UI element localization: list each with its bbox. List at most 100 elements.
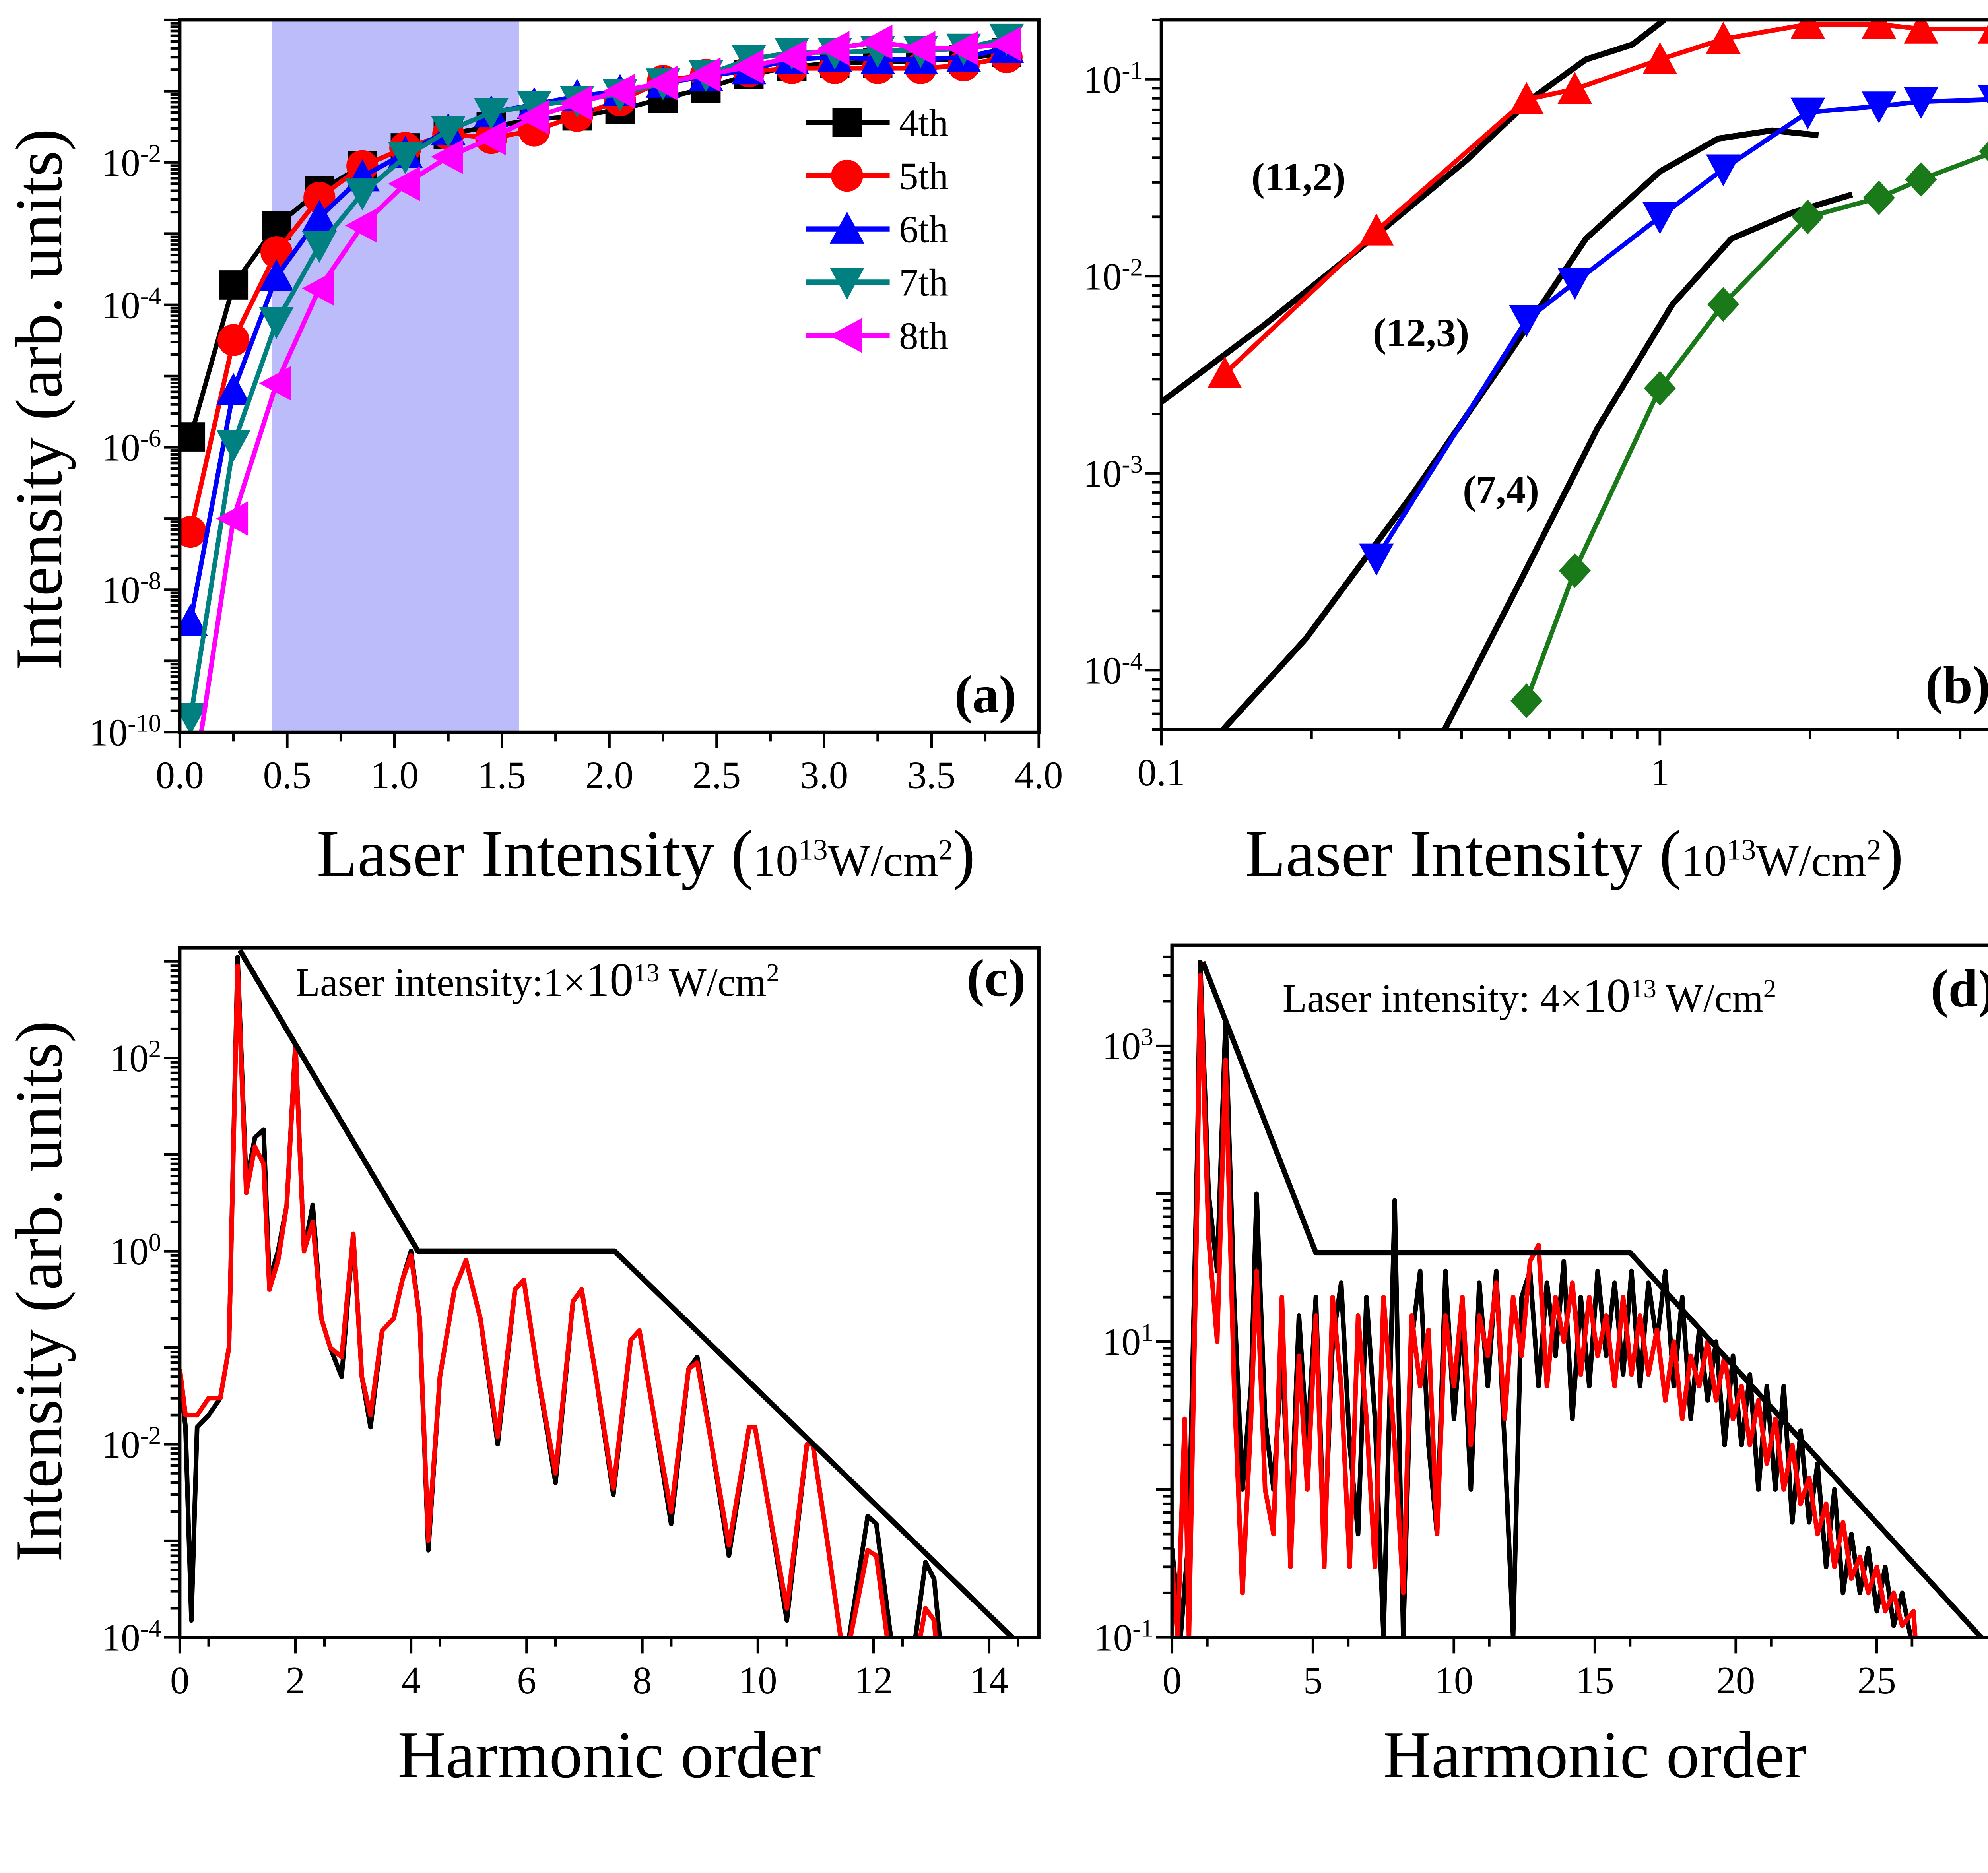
data-point xyxy=(1557,268,1592,300)
annotation-times: × xyxy=(1560,976,1582,1020)
y-tick-label: 10-4 xyxy=(102,282,161,327)
y-tick-exponent: -4 xyxy=(1122,648,1143,675)
data-point xyxy=(345,208,377,243)
y-tick-label: 10-8 xyxy=(102,567,161,612)
x-tick-label: 0.1 xyxy=(1137,751,1185,794)
y-tick-exponent: -4 xyxy=(140,1615,161,1642)
data-point xyxy=(1862,91,1897,124)
y-tick-base: 10 xyxy=(1083,650,1122,692)
data-point xyxy=(1644,371,1676,406)
data-point xyxy=(989,27,1021,62)
data-point xyxy=(217,324,250,356)
legend-label: 8th xyxy=(899,314,948,357)
data-point xyxy=(345,178,380,211)
x-axis-unit-text: W/cm xyxy=(1756,836,1866,886)
data-point xyxy=(559,85,592,120)
channel-label: (11,2) xyxy=(1251,155,1345,199)
x-tick-label: 0 xyxy=(170,1659,190,1702)
legend-marker xyxy=(831,159,863,192)
x-axis-title: Laser Intensity (1013W/cm2) xyxy=(1245,817,1903,891)
spectrum-line-model xyxy=(1172,973,1918,1638)
y-tick-base: 10 xyxy=(1083,58,1122,101)
series-markers xyxy=(1359,85,1988,576)
legend-label: 4th xyxy=(899,102,948,145)
x-axis-unit-base: 10 xyxy=(753,836,798,886)
y-tick-exponent: -3 xyxy=(1122,450,1143,478)
data-point xyxy=(1707,287,1740,322)
data-point xyxy=(180,422,206,452)
y-tick-base: 10 xyxy=(102,1423,140,1466)
data-point xyxy=(1792,200,1824,235)
legend-marker xyxy=(829,211,864,244)
data-point xyxy=(1359,213,1394,246)
y-tick-exponent: -2 xyxy=(140,140,161,167)
x-axis-title-close: ) xyxy=(953,817,975,891)
y-tick-label: 10-3 xyxy=(1083,450,1143,495)
y-tick-exponent: 2 xyxy=(149,1035,161,1063)
plot-frame xyxy=(1170,943,1988,1639)
legend-label: 6th xyxy=(899,208,948,251)
data-point xyxy=(860,25,893,60)
y-tick-label: 10-4 xyxy=(1083,648,1143,692)
x-tick-label: 0.0 xyxy=(155,754,204,797)
y-tick-base: 10 xyxy=(102,284,140,327)
data-point xyxy=(775,40,807,75)
x-tick-label: 0.5 xyxy=(263,754,311,797)
y-tick-exponent: -6 xyxy=(140,425,161,452)
series-markers xyxy=(1510,142,1988,718)
annotation-times: × xyxy=(563,960,586,1004)
annotation-unit-exponent: 2 xyxy=(1763,975,1776,1003)
x-tick-label: 4.0 xyxy=(1015,754,1063,797)
data-point xyxy=(260,236,293,268)
y-tick-label: 10-1 xyxy=(1094,1615,1153,1660)
x-tick-label: 1.5 xyxy=(478,754,526,797)
panel-label: (a) xyxy=(955,665,1017,724)
data-point xyxy=(1509,305,1544,337)
annotation-exponent: 13 xyxy=(1631,975,1656,1003)
y-axis-title: Intensity (arb. units) xyxy=(2,1020,76,1562)
annotation-base: 10 xyxy=(1582,969,1631,1022)
spectrum-line-model xyxy=(180,963,938,1638)
data-point xyxy=(516,91,551,123)
x-tick-label: 8 xyxy=(633,1659,652,1702)
x-tick-label: 2.0 xyxy=(585,754,633,797)
y-tick-exponent: 1 xyxy=(1141,1319,1153,1347)
data-point xyxy=(303,182,336,214)
series-(7,4) xyxy=(1510,142,1988,718)
data-point xyxy=(1642,202,1677,235)
theory-curve xyxy=(1221,127,1819,730)
series-(12,3) xyxy=(1359,85,1988,576)
legend-label: 7th xyxy=(899,261,948,304)
data-point xyxy=(1979,142,1988,161)
y-tick-base: 10 xyxy=(110,1037,149,1080)
panel-a: 0.0 0.5 1.0 1.5 2.0 2.5 3.0 3.5 4.010-1010-810-6… xyxy=(2,18,1063,891)
y-tick-base: 10 xyxy=(1094,1617,1132,1660)
data-point xyxy=(180,604,208,636)
series-markers xyxy=(1207,20,1988,389)
y-tick-label: 10-4 xyxy=(102,1615,161,1660)
panel-label: (b) xyxy=(1925,655,1988,714)
x-tick-label: 20 xyxy=(1716,1659,1755,1702)
annotation-unit: W/cm xyxy=(660,960,767,1004)
y-tick-label: 10-2 xyxy=(102,140,161,184)
y-tick-exponent: -8 xyxy=(140,567,161,595)
intensity-annotation: Laser intensity: 4×1013 W/cm2 xyxy=(1283,969,1776,1022)
data-point xyxy=(1510,683,1543,718)
legend-item: 5th xyxy=(806,155,948,198)
data-point xyxy=(180,703,208,732)
annotation-text: Laser intensity: 4 xyxy=(1283,976,1560,1020)
data-point xyxy=(1904,20,1939,44)
x-tick-label: 10 xyxy=(739,1659,777,1702)
data-point xyxy=(1706,21,1741,54)
x-axis-title: Laser Intensity (1013W/cm2) xyxy=(317,817,975,891)
data-point xyxy=(1904,87,1939,119)
y-tick-label: 10-2 xyxy=(102,1421,161,1466)
x-axis-title-text: Laser Intensity ( xyxy=(317,817,753,891)
data-point xyxy=(431,139,463,174)
data-point xyxy=(1559,553,1591,588)
y-tick-label: 10-1 xyxy=(1083,56,1143,101)
data-point xyxy=(388,166,420,202)
theory-curve xyxy=(1442,192,1853,730)
y-tick-exponent: -1 xyxy=(1132,1615,1153,1642)
